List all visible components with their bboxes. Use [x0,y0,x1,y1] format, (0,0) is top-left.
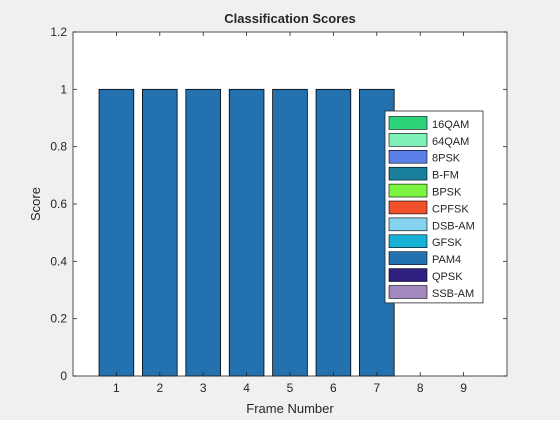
bar-frame-2-pam4 [142,88,178,377]
legend-swatch-ssb-am [388,285,428,299]
legend-label-pam4: PAM4 [432,254,461,266]
x-tick-label: 7 [373,381,380,395]
legend-swatch-cpfsk [388,200,428,215]
y-tick-label: 0.8 [50,140,67,154]
x-tick-label: 4 [243,381,250,395]
legend-label-16qam: 16QAM [432,119,469,131]
y-ticks: 0 0.2 0.4 0.6 0.8 1 1.2 [50,25,507,383]
legend-label-cpfsk: CPFSK [432,203,469,215]
legend-swatch-b-fm [388,166,428,181]
legend-label-ssb-am: SSB-AM [432,288,474,300]
bar-frame-3-pam4 [185,88,221,377]
legend-label-64qam: 64QAM [432,136,469,148]
bar-frame-1-pam4 [98,88,135,377]
y-tick-label: 0.6 [50,197,67,211]
legend-swatch-bpsk [388,183,428,198]
y-tick-label: 0.4 [50,254,67,268]
y-axis-label: Score [28,187,43,221]
legend-swatch-qpsk [388,268,428,282]
x-tick-label: 8 [417,381,424,395]
x-tick-label: 2 [156,381,163,395]
legend-swatch-8psk [388,150,428,164]
legend-label-b-fm: B-FM [432,170,459,182]
x-tick-label: 6 [330,381,337,395]
legend: 16QAM 64QAM 8PSK B-FM BPSK CPFSK DSB-AM GFSK PAM… [384,110,484,304]
x-tick-label: 3 [200,381,207,395]
chart-title: Classification Scores [224,11,356,26]
legend-label-8psk: 8PSK [432,153,461,165]
bar-frame-6-pam4 [315,88,352,377]
y-tick-label: 1.2 [50,25,67,39]
bars-group [98,88,395,377]
x-axis-label: Frame Number [246,401,334,416]
y-tick-label: 1 [60,82,67,96]
legend-label-dsb-am: DSB-AM [432,220,475,232]
legend-swatch-16qam [388,116,428,130]
legend-swatch-dsb-am [388,217,428,232]
bar-frame-5-pam4 [272,88,308,377]
legend-swatch-64qam [388,133,428,147]
x-tick-label: 9 [460,381,467,395]
x-ticks: 1 2 3 4 5 6 7 8 9 [113,32,467,395]
legend-swatch-gfsk [388,234,428,249]
y-tick-label: 0.2 [50,312,67,326]
legend-label-qpsk: QPSK [432,271,463,283]
x-tick-label: 1 [113,381,120,395]
legend-label-bpsk: BPSK [432,187,462,199]
legend-swatch-pam4 [388,251,428,265]
x-tick-label: 5 [287,381,294,395]
bar-frame-4-pam4 [228,88,265,377]
y-tick-label: 0 [60,369,67,383]
legend-label-gfsk: GFSK [432,237,463,249]
